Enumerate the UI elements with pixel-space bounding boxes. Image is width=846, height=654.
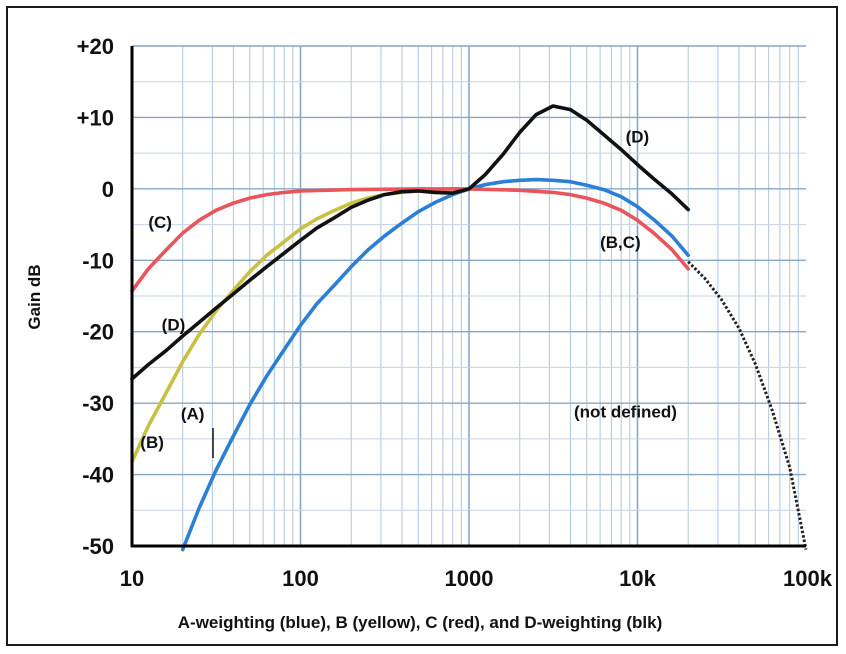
y-tick-label: -30 <box>82 391 114 416</box>
x-tick-label: 100k <box>783 566 833 591</box>
annotations: (C) (D) (B) (A) (D) (B,C) (not defined) <box>140 127 677 458</box>
x-tick-label: 10k <box>619 566 656 591</box>
y-tick-label: -50 <box>82 534 114 559</box>
curve-annotation: (D) <box>162 315 186 334</box>
series-line-3 <box>130 104 690 381</box>
gridlines <box>132 45 806 547</box>
x-tick-label: 10 <box>120 566 144 591</box>
x-tick-label: 100 <box>282 566 319 591</box>
y-axis-label: Gain dB <box>25 264 44 329</box>
y-tick-label: -20 <box>82 320 114 345</box>
y-tick-label: +20 <box>77 34 114 59</box>
curve-annotation: (B) <box>140 433 164 452</box>
curve-annotation: (D) <box>626 127 650 146</box>
curve-annotation: (C) <box>148 213 172 232</box>
axes <box>130 46 806 548</box>
series-lines <box>130 104 808 552</box>
x-tick-label: 1000 <box>445 566 494 591</box>
y-tick-label: 0 <box>102 177 114 202</box>
curve-annotation: (not defined) <box>574 402 677 421</box>
series-line-0 <box>180 177 690 552</box>
series-line-2 <box>130 187 690 293</box>
y-tick-label: -10 <box>82 248 114 273</box>
curve-annotation: (A) <box>181 405 205 424</box>
curve-annotation: (B,C) <box>600 233 641 252</box>
x-axis-label: A-weighting (blue), B (yellow), C (red),… <box>178 613 662 632</box>
y-tick-label: +10 <box>77 105 114 130</box>
undefined-segment-line <box>687 260 808 550</box>
y-tick-label: -40 <box>82 463 114 488</box>
